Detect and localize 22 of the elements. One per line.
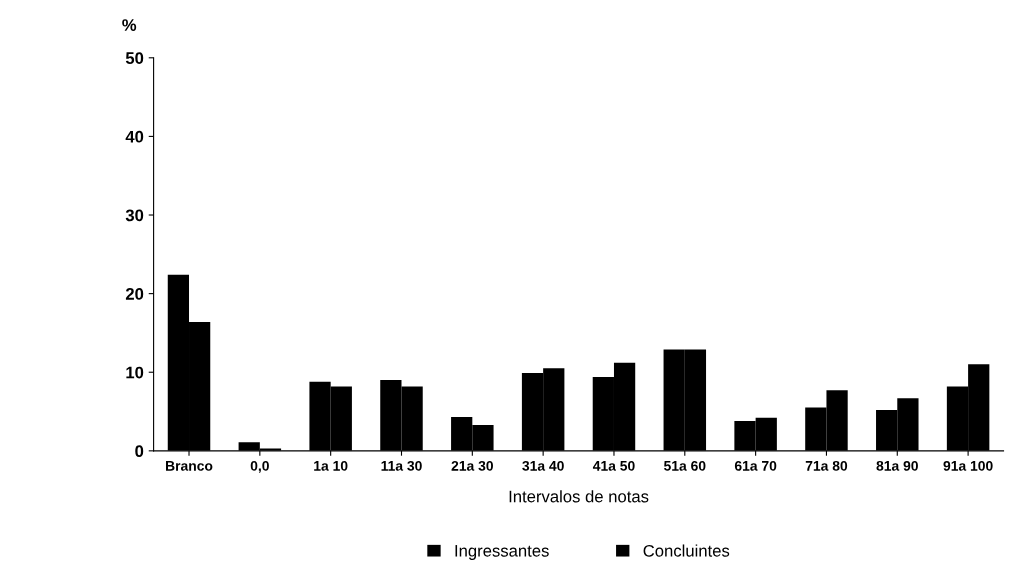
y-tick-label: 40 <box>125 130 144 143</box>
y-tick-label: 30 <box>125 209 144 222</box>
x-axis-title: Intervalos de notas <box>509 490 649 503</box>
y-tick-label: 20 <box>125 288 144 300</box>
y-tick-label: 50 <box>125 52 144 64</box>
x-tick-label: 61a 70 <box>734 460 777 471</box>
legend-label: Concluintes <box>643 544 730 557</box>
x-tick-label: 31a 40 <box>522 460 564 471</box>
x-tick-label: 1a 10 <box>314 460 348 471</box>
y-tick-label: 0 <box>135 445 144 458</box>
legend-label: Ingressantes <box>455 545 549 560</box>
y-axis-title: % <box>122 19 137 31</box>
x-tick-label: 91a 100 <box>943 460 993 471</box>
x-tick-label: 71a 80 <box>805 460 848 471</box>
x-tick-label: 11a 30 <box>381 460 422 471</box>
x-tick-label: 81a 90 <box>876 460 918 471</box>
x-tick-label: 41a 50 <box>592 460 635 471</box>
x-tick-label: Branco <box>166 461 213 471</box>
y-tick-label: 10 <box>126 366 144 379</box>
x-tick-label: 21a 30 <box>451 460 493 471</box>
x-tick-label: 0,0 <box>250 460 269 473</box>
x-tick-label: 51a 60 <box>663 460 706 471</box>
